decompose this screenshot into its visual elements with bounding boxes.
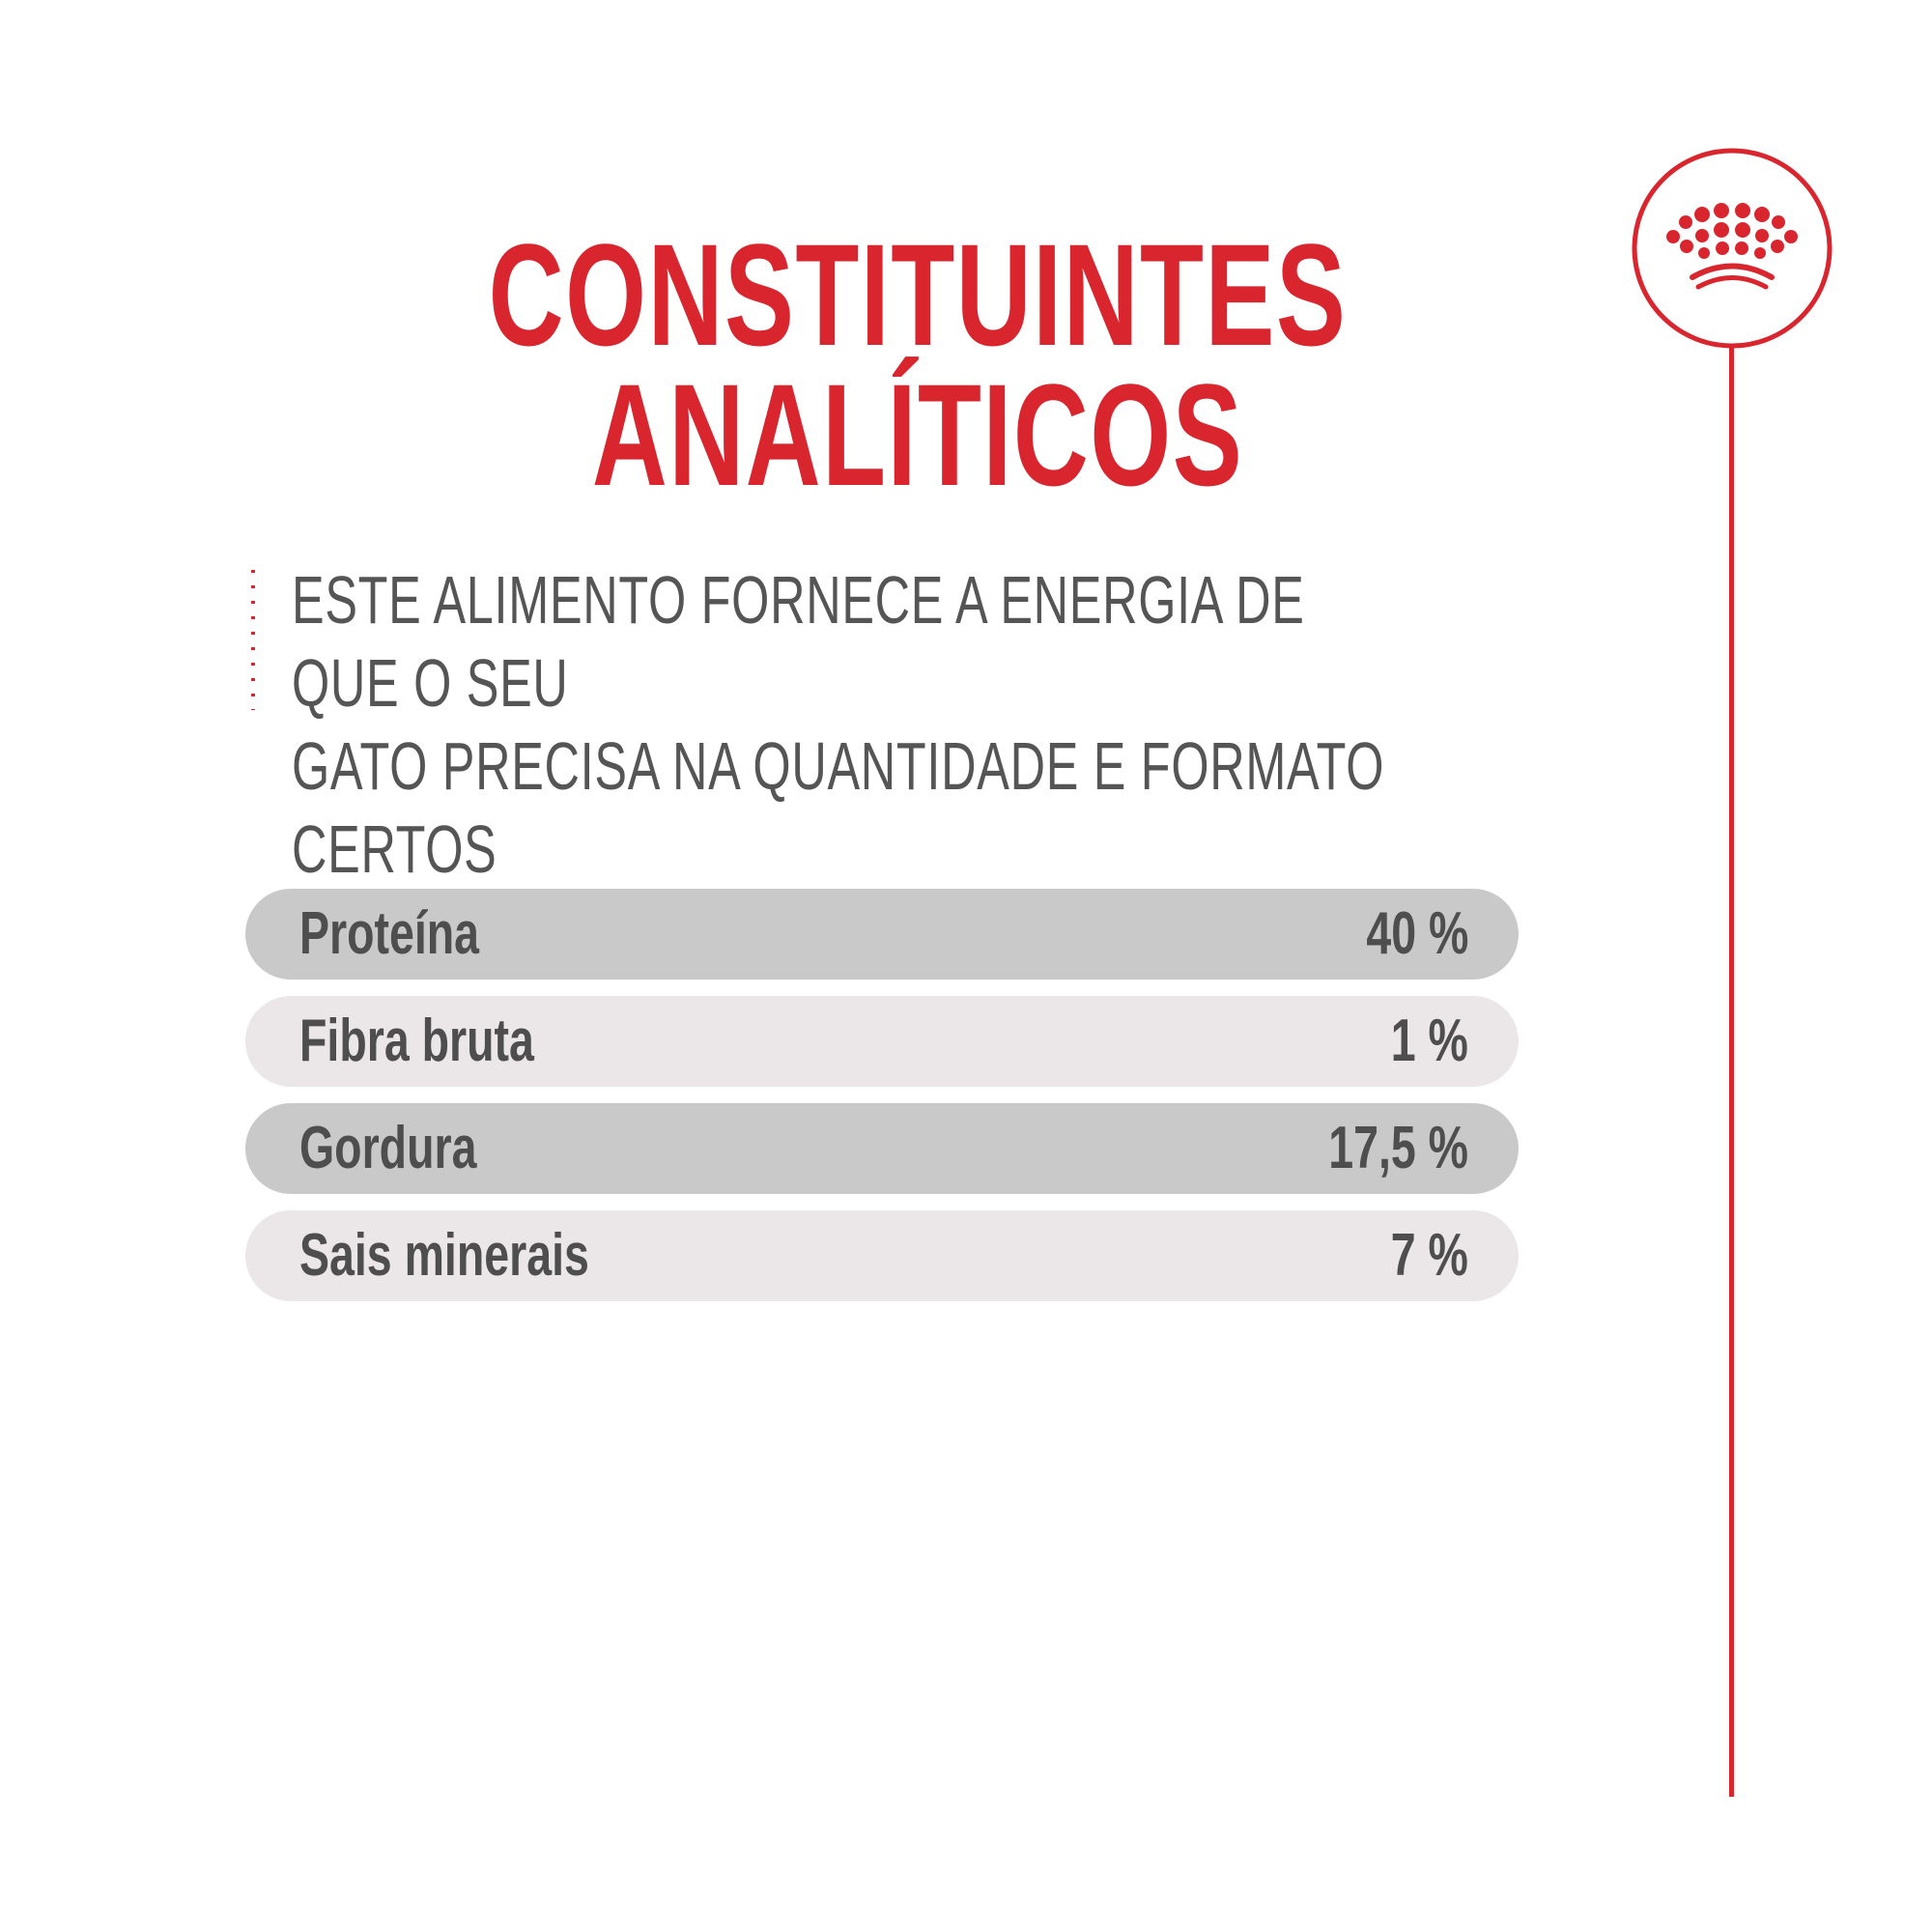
- constituent-value: 7 %: [1390, 1222, 1468, 1289]
- constituent-value: 40 %: [1366, 900, 1468, 967]
- table-row: Gordura 17,5 %: [245, 1103, 1519, 1194]
- table-row: Proteína 40 %: [245, 889, 1519, 980]
- constituent-label: Gordura: [299, 1115, 477, 1181]
- brand-logo: [1631, 147, 1833, 350]
- subtitle: ESTE ALIMENTO FORNECE A ENERGIA DE QUE O…: [292, 558, 1405, 891]
- constituent-label: Fibra bruta: [299, 1008, 534, 1074]
- subtitle-dotted-divider: [251, 570, 255, 710]
- constituent-label: Proteína: [299, 900, 480, 967]
- title-line-1: CONSTITUINTES: [488, 213, 1348, 376]
- subtitle-line-2: GATO PRECISA NA QUANTIDADE E FORMATO CER…: [292, 728, 1385, 887]
- constituents-table: Proteína 40 % Fibra bruta 1 % Gordura 17…: [245, 889, 1519, 1318]
- constituent-value: 17,5 %: [1328, 1115, 1468, 1181]
- logo-stem-line: [1729, 348, 1734, 1797]
- constituent-value: 1 %: [1390, 1008, 1468, 1074]
- title-line-2: ANALÍTICOS: [591, 353, 1244, 516]
- constituent-label: Sais minerais: [299, 1222, 589, 1289]
- table-row: Sais minerais 7 %: [245, 1210, 1519, 1301]
- table-row: Fibra bruta 1 %: [245, 996, 1519, 1087]
- subtitle-line-1: ESTE ALIMENTO FORNECE A ENERGIA DE QUE O…: [292, 562, 1305, 721]
- page-title: CONSTITUINTES ANALÍTICOS: [257, 213, 1578, 516]
- crown-icon: [1632, 148, 1833, 349]
